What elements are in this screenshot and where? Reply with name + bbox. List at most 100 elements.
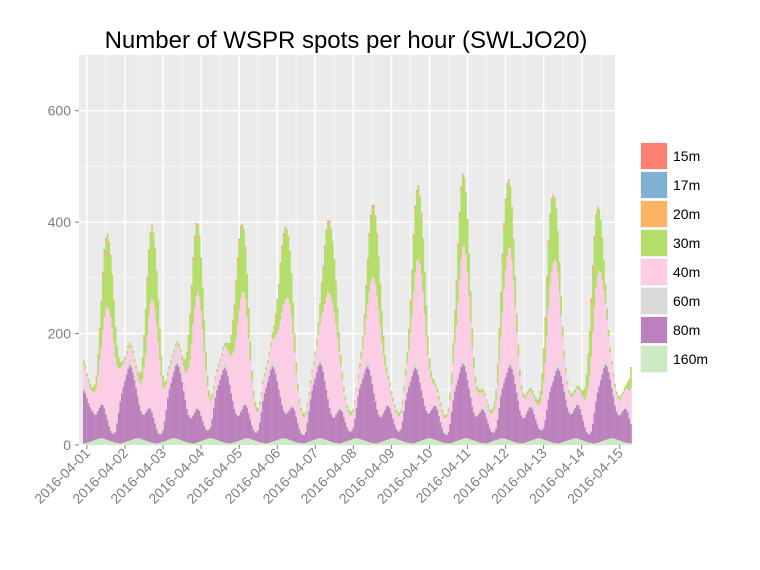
bar-segment-60m <box>479 409 482 413</box>
bar-segment-60m <box>346 424 348 428</box>
bar-segment-160m <box>308 441 310 445</box>
bar-segment-60m <box>325 385 328 390</box>
bar-segment-40m <box>273 338 275 364</box>
bar-segment-80m <box>430 410 432 439</box>
bar-segment-80m <box>618 415 621 441</box>
bar-segment-80m <box>292 407 295 442</box>
bar-segment-80m <box>322 372 325 439</box>
bar-segment-40m <box>165 384 168 408</box>
bar-segment-80m <box>398 431 401 440</box>
bar-segment-30m <box>439 402 442 406</box>
bar-segment-30m <box>590 304 593 357</box>
bar-segment-60m <box>285 411 288 414</box>
bar-segment-17m <box>411 270 413 271</box>
bar-segment-80m <box>184 399 187 442</box>
bar-segment-160m <box>579 439 582 445</box>
bar-segment-15m <box>101 271 104 273</box>
bar-segment-80m <box>304 431 307 443</box>
bar-segment-60m <box>599 375 602 381</box>
bar-segment-60m <box>144 410 147 413</box>
bar-segment-80m <box>274 373 277 441</box>
bar-segment-40m <box>385 373 388 405</box>
bar-segment-40m <box>430 377 432 409</box>
bar-segment-20m <box>197 223 199 226</box>
bar-segment-80m <box>485 418 488 444</box>
bar-segment-20m <box>360 351 363 352</box>
bar-segment-17m <box>324 246 326 247</box>
bar-segment-40m <box>526 394 529 409</box>
bar-segment-80m <box>607 372 610 439</box>
bar-segment-30m <box>411 273 413 316</box>
bar-segment-30m <box>431 378 434 383</box>
bar-segment-20m <box>373 205 375 209</box>
bar-segment-30m <box>87 379 90 383</box>
bar-segment-60m <box>235 411 237 414</box>
bar-segment-30m <box>90 387 93 391</box>
bar-segment-30m <box>278 287 280 330</box>
bar-segment-40m <box>500 338 502 394</box>
bar-segment-20m <box>450 372 453 374</box>
bar-segment-30m <box>622 391 624 395</box>
bar-segment-17m <box>236 258 239 259</box>
bar-segment-160m <box>507 439 510 445</box>
bar-segment-30m <box>138 374 141 381</box>
bar-segment-40m <box>435 387 437 405</box>
bar-segment-20m <box>274 314 277 316</box>
bar-segment-80m <box>295 417 298 443</box>
bar-segment-80m <box>544 420 547 440</box>
bar-segment-80m <box>625 409 628 443</box>
bar-segment-30m <box>133 358 136 362</box>
bar-segment-20m <box>138 373 141 375</box>
bar-segment-80m <box>496 419 499 440</box>
bar-segment-60m <box>461 358 464 364</box>
bar-segment-20m <box>547 241 550 247</box>
bar-segment-80m <box>550 386 553 443</box>
bar-segment-15m <box>147 250 150 251</box>
bar-segment-60m <box>328 404 331 408</box>
bar-segment-40m <box>339 365 342 408</box>
bar-segment-60m <box>198 408 201 412</box>
bar-segment-60m <box>155 427 158 430</box>
bar-segment-80m <box>412 370 415 444</box>
bar-segment-40m <box>618 399 621 414</box>
bar-segment-160m <box>82 443 85 445</box>
bar-segment-60m <box>509 359 512 366</box>
bar-segment-30m <box>561 326 564 338</box>
bar-segment-30m <box>395 409 398 413</box>
bar-segment-60m <box>141 412 144 415</box>
bar-segment-30m <box>174 343 177 347</box>
bar-segment-160m <box>376 443 379 445</box>
bar-segment-30m <box>371 209 374 277</box>
bar-segment-30m <box>449 393 452 401</box>
bar-segment-60m <box>506 367 509 373</box>
bar-segment-80m <box>458 373 461 440</box>
bar-segment-30m <box>268 351 271 356</box>
bar-segment-80m <box>343 417 345 443</box>
bar-segment-60m <box>582 418 585 422</box>
bar-segment-80m <box>393 424 396 439</box>
bar-segment-20m <box>152 232 155 235</box>
bar-segment-160m <box>335 442 337 445</box>
bar-segment-60m <box>363 368 366 374</box>
bar-segment-30m <box>106 237 109 307</box>
bar-segment-160m <box>612 438 615 445</box>
bar-segment-60m <box>623 406 626 409</box>
bar-segment-60m <box>273 363 275 369</box>
bar-segment-80m <box>336 412 339 444</box>
bar-segment-160m <box>496 439 499 445</box>
bar-segment-40m <box>460 258 463 362</box>
bar-segment-40m <box>403 390 406 409</box>
bar-segment-30m <box>220 353 223 357</box>
bar-segment-20m <box>146 278 149 283</box>
bar-segment-30m <box>490 410 493 414</box>
bar-segment-30m <box>531 390 534 394</box>
bar-segment-40m <box>192 324 195 414</box>
bar-segment-40m <box>211 397 214 417</box>
bar-segment-60m <box>98 405 101 408</box>
bar-segment-80m <box>387 406 390 440</box>
bar-segment-160m <box>216 439 218 445</box>
bar-segment-20m <box>455 280 458 284</box>
bar-segment-17m <box>233 304 236 306</box>
bar-segment-30m <box>441 409 444 413</box>
bar-segment-80m <box>414 367 417 443</box>
